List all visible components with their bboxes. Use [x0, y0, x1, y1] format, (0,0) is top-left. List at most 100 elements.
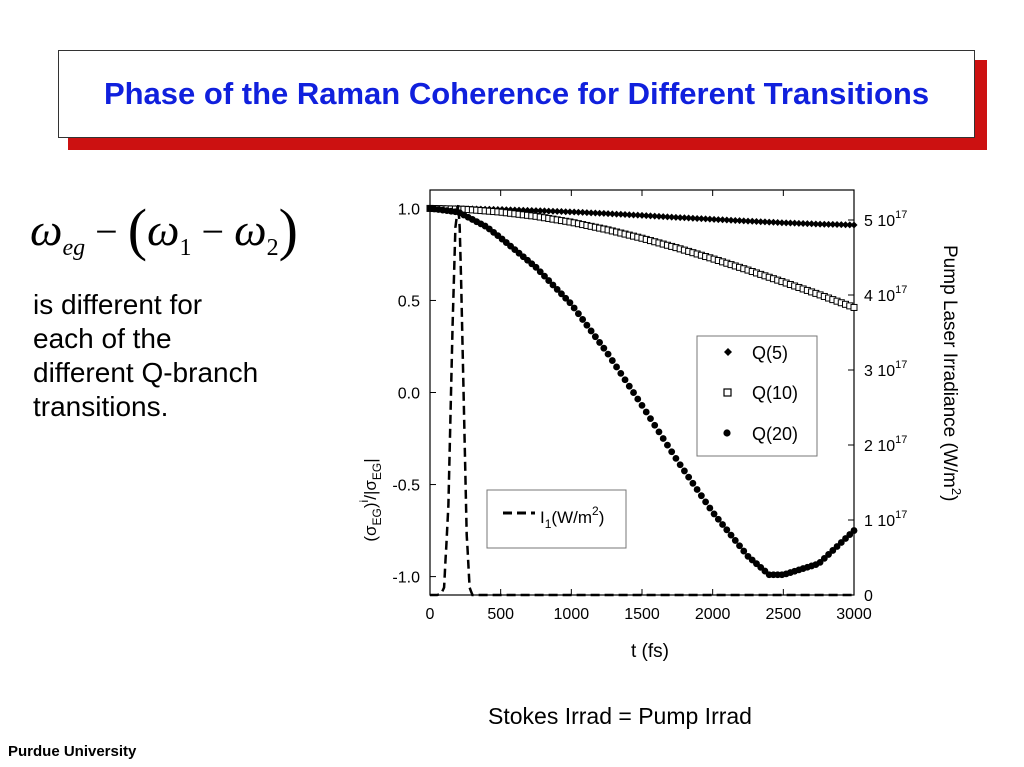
q5-point — [714, 216, 722, 224]
q5-point — [646, 212, 654, 220]
y2-tick-label: 0 — [864, 588, 873, 605]
q5-point — [782, 219, 790, 227]
legend-q10-label: Q(10) — [752, 383, 798, 403]
q5-point — [676, 214, 684, 222]
q5-point — [757, 218, 765, 226]
q20-point — [672, 455, 680, 462]
q5-point — [642, 212, 650, 220]
slide-title: Phase of the Raman Coherence for Differe… — [103, 76, 930, 111]
legend-q10-marker — [723, 388, 732, 397]
q5-point — [795, 219, 803, 227]
q20-point — [850, 527, 858, 534]
y2-tick-label: 5 1017 — [864, 209, 907, 230]
q20-point — [579, 316, 587, 323]
legend-q20-marker — [723, 429, 731, 437]
q20-point — [600, 344, 608, 352]
q20-point — [613, 363, 620, 371]
q20-point — [714, 515, 722, 523]
y-tick-label: -0.5 — [392, 478, 420, 495]
legend-i1-sup: 2 — [592, 504, 599, 518]
q5-point — [752, 218, 760, 226]
q20-point — [710, 510, 718, 518]
q20-point — [591, 333, 599, 341]
q5-point — [761, 218, 769, 226]
q5-point — [545, 207, 553, 215]
q20-point — [625, 382, 633, 390]
q20-point — [583, 321, 591, 329]
q5-point — [731, 216, 739, 224]
x-tick-label: 2000 — [695, 606, 731, 623]
phase-chart: 0 500 1000 1500 2000 2500 3000 -1.0 -0.5 0.0 0.5 1.… — [357, 189, 964, 662]
q5-point — [850, 221, 858, 229]
q5-point — [613, 210, 621, 218]
q5-point — [630, 211, 638, 219]
formula-omega-eg: ω — [30, 204, 63, 255]
q20-point — [727, 531, 735, 539]
x-tick-label: 2500 — [766, 606, 802, 623]
q20-point — [681, 467, 688, 475]
q5-point — [566, 208, 574, 216]
q20-point — [630, 389, 637, 396]
y2-axis-label: Pump Laser Irradiance (W/m2) — [939, 245, 964, 501]
q20-point — [545, 277, 553, 284]
y-axis-label-sup: i — [357, 500, 371, 503]
q5-point — [596, 209, 604, 217]
q5-point — [706, 215, 714, 223]
legend-q5-marker — [724, 348, 732, 356]
q5-point — [816, 220, 824, 228]
q5-point — [765, 218, 773, 226]
q5-point — [562, 208, 570, 216]
series-legend: Q(5) Q(10) Q(20) — [696, 335, 818, 457]
formula-omega-1: ω — [147, 204, 180, 255]
q5-point — [634, 211, 642, 219]
irradiance-line — [430, 204, 854, 597]
q5-point — [557, 208, 565, 216]
q20-point — [833, 543, 841, 550]
q5-point — [579, 208, 587, 216]
q20-point — [541, 272, 548, 280]
q5-point — [846, 221, 854, 229]
q5-point — [651, 212, 659, 220]
y-axis-label-close: ) — [361, 502, 380, 508]
y2-tick-exponent: 17 — [895, 434, 907, 446]
formula-sub-eg: eg — [62, 235, 86, 261]
q5-point — [591, 209, 599, 217]
y2-tick-label: 2 1017 — [864, 434, 907, 455]
q20-point — [651, 421, 659, 429]
q20-point — [596, 339, 603, 346]
q5-point — [583, 209, 591, 217]
irradiance-legend-box — [486, 489, 627, 549]
y-axis-label-end: | — [361, 458, 380, 462]
q5-point — [604, 210, 612, 218]
q20-point — [842, 535, 849, 542]
q5-point — [680, 214, 688, 222]
q20-point — [549, 281, 557, 289]
q5-point — [820, 220, 828, 228]
y-axis-label-sub1: EG — [370, 508, 384, 525]
formula-omega-2: ω — [234, 204, 267, 255]
q20-point — [731, 537, 739, 544]
q20-point — [558, 290, 565, 298]
chart-series — [426, 204, 858, 597]
y2-tick-exponent: 17 — [895, 359, 907, 371]
q20-point — [536, 268, 544, 276]
q20-point — [562, 294, 570, 302]
q5-point — [553, 207, 561, 215]
q20-point — [570, 304, 578, 312]
q5-point — [736, 217, 744, 225]
q5-point — [540, 207, 548, 215]
q20-point — [820, 555, 828, 562]
formula-sub-1: 1 — [179, 235, 192, 261]
q20-point — [825, 551, 832, 558]
x-axis-label: t (fs) — [631, 641, 669, 662]
q5-point — [697, 215, 705, 223]
q20-point — [837, 539, 845, 546]
chart-ticks: 0 500 1000 1500 2000 2500 3000 -1.0 -0.5 0.0 0.5 1.… — [392, 190, 907, 623]
y-axis-label: (σEG)i/|σEG| — [357, 458, 384, 541]
y2-tick-exponent: 17 — [895, 509, 907, 521]
x-tick-label: 0 — [426, 606, 435, 623]
q5-point — [812, 220, 820, 228]
x-tick-label: 1500 — [624, 606, 660, 623]
q20-point — [706, 504, 714, 512]
q5-point — [625, 211, 633, 219]
